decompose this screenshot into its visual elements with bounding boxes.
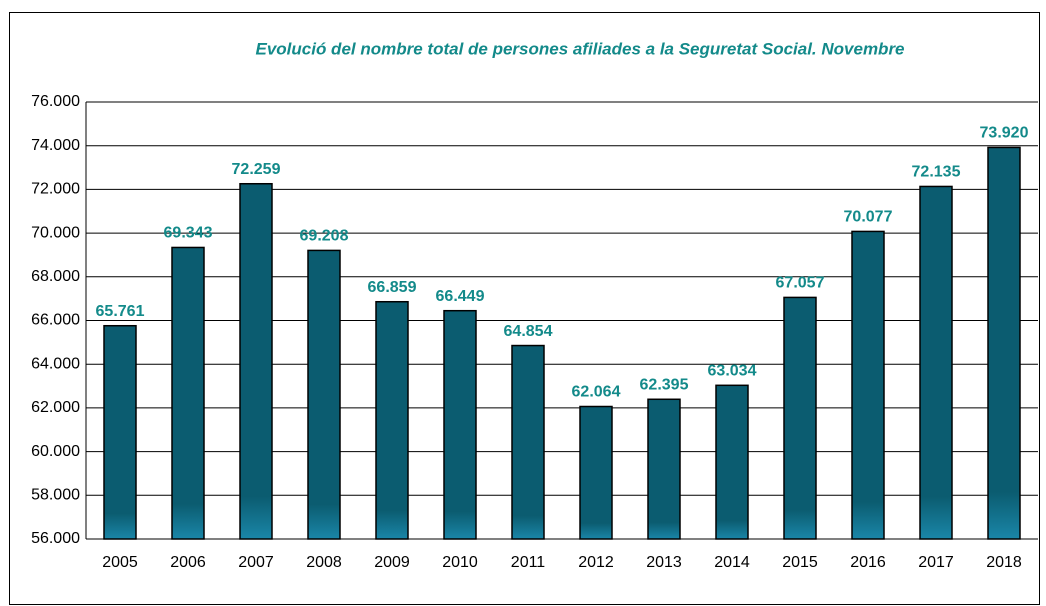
value-label: 66.859 [368,279,417,296]
x-tick-label: 2009 [374,554,410,571]
bar [715,384,749,540]
value-label: 69.208 [300,228,349,245]
value-label: 67.057 [776,275,825,292]
x-tick-label: 2016 [850,554,886,571]
x-tick-label: 2018 [986,554,1022,571]
bar [103,324,137,540]
value-label: 73.920 [980,125,1029,142]
y-tick-label: 58.000 [31,487,80,504]
x-tick-label: 2010 [442,554,478,571]
y-tick-label: 72.000 [31,181,80,198]
bar [443,309,477,540]
x-tick-label: 2005 [102,554,138,571]
bar [171,246,205,540]
y-tick-label: 60.000 [31,443,80,460]
value-label: 66.449 [436,288,485,305]
x-tick-label: 2012 [578,554,614,571]
bar [511,344,545,540]
x-tick-label: 2008 [306,554,342,571]
bar [783,296,817,540]
y-tick-label: 64.000 [31,355,80,372]
bar [375,300,409,540]
y-tick-label: 56.000 [31,530,80,547]
x-tick-label: 2007 [238,554,274,571]
value-label: 72.135 [912,164,961,181]
y-tick-label: 66.000 [31,312,80,329]
y-tick-label: 70.000 [31,224,80,241]
value-label: 69.343 [164,225,213,242]
value-label: 70.077 [844,209,893,226]
bar [851,230,885,540]
y-tick-label: 76.000 [31,93,80,110]
x-tick-label: 2006 [170,554,206,571]
value-label: 64.854 [504,323,553,340]
bar [647,398,681,540]
bar [987,146,1021,540]
value-label: 62.064 [572,384,621,401]
chart-title: Evolució del nombre total de persones af… [255,39,904,58]
y-tick-label: 74.000 [31,137,80,154]
y-tick-label: 68.000 [31,268,80,285]
x-tick-label: 2017 [918,554,954,571]
value-label: 62.395 [640,376,689,393]
value-label: 63.034 [708,363,757,380]
value-label: 65.761 [96,303,145,320]
bar [307,249,341,540]
y-tick-label: 62.000 [31,399,80,416]
x-tick-label: 2011 [511,554,546,571]
x-tick-label: 2014 [714,554,750,571]
bar [919,185,953,540]
bar [579,405,613,540]
value-label: 72.259 [232,161,281,178]
x-tick-label: 2013 [646,554,682,571]
bar [239,182,273,540]
x-tick-label: 2015 [782,554,818,571]
